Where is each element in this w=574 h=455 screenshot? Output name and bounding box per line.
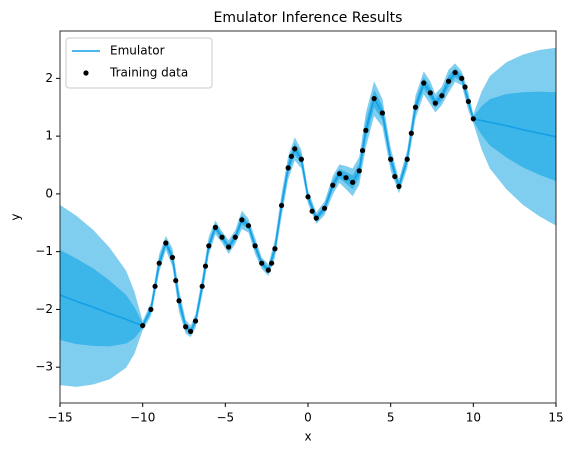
training-point bbox=[226, 244, 232, 250]
training-point bbox=[343, 175, 349, 181]
training-point bbox=[278, 202, 285, 209]
training-point bbox=[336, 171, 343, 177]
training-point bbox=[176, 298, 182, 304]
y-tick-label: 0 bbox=[45, 186, 53, 200]
training-point bbox=[396, 183, 402, 189]
training-point bbox=[239, 217, 245, 223]
legend-label: Training data bbox=[109, 66, 188, 80]
training-point bbox=[445, 78, 452, 84]
training-point bbox=[356, 168, 362, 174]
chart-title: Emulator Inference Results bbox=[214, 10, 403, 26]
y-tick-label: −1 bbox=[35, 244, 53, 258]
training-point bbox=[183, 324, 189, 330]
y-tick-label: −2 bbox=[35, 302, 53, 316]
training-point bbox=[252, 243, 258, 249]
training-point bbox=[459, 75, 465, 81]
training-point bbox=[212, 224, 219, 230]
training-point bbox=[421, 80, 427, 86]
training-point bbox=[462, 84, 468, 90]
training-point bbox=[269, 260, 275, 266]
y-axis-label: y bbox=[9, 213, 23, 220]
training-point bbox=[265, 267, 271, 273]
training-point bbox=[156, 260, 162, 266]
training-point bbox=[206, 243, 212, 249]
y-tick-label: −3 bbox=[35, 360, 53, 374]
y-tick-label: 1 bbox=[45, 129, 53, 143]
legend-label: Emulator bbox=[110, 44, 165, 58]
training-point bbox=[272, 246, 278, 252]
training-point bbox=[140, 322, 146, 329]
training-point bbox=[408, 130, 414, 136]
training-point bbox=[427, 90, 433, 96]
x-tick-label: 10 bbox=[466, 411, 481, 425]
training-point bbox=[152, 283, 158, 289]
x-tick-label: 5 bbox=[387, 411, 395, 425]
training-point bbox=[305, 194, 311, 200]
training-point bbox=[292, 146, 298, 152]
training-point bbox=[245, 223, 252, 229]
training-point bbox=[359, 147, 366, 154]
legend-marker bbox=[83, 70, 89, 76]
y-tick-label: 2 bbox=[45, 71, 53, 85]
training-point bbox=[379, 110, 385, 116]
x-tick-label: −5 bbox=[216, 411, 234, 425]
training-point bbox=[330, 182, 336, 188]
training-point bbox=[163, 240, 169, 246]
training-point bbox=[313, 215, 319, 221]
plot-area bbox=[60, 47, 556, 387]
training-point bbox=[199, 283, 205, 289]
x-tick-label: 15 bbox=[548, 411, 563, 425]
training-point bbox=[363, 127, 369, 133]
training-point bbox=[388, 156, 394, 162]
training-point bbox=[452, 69, 458, 76]
training-point bbox=[432, 100, 438, 106]
training-point bbox=[371, 95, 377, 102]
x-tick-label: −15 bbox=[47, 411, 72, 425]
training-point bbox=[188, 328, 194, 334]
training-point bbox=[470, 116, 476, 122]
training-point bbox=[298, 156, 304, 162]
training-point bbox=[173, 277, 179, 284]
training-point bbox=[350, 179, 356, 185]
training-point bbox=[392, 173, 398, 180]
x-axis-label: x bbox=[304, 430, 311, 444]
training-point bbox=[232, 234, 238, 240]
training-point bbox=[439, 93, 445, 99]
training-point bbox=[288, 153, 295, 159]
legend-box bbox=[65, 37, 213, 89]
training-point bbox=[412, 104, 419, 110]
training-point bbox=[259, 260, 265, 266]
training-point bbox=[285, 165, 291, 171]
training-point bbox=[309, 208, 315, 214]
confidence-band bbox=[60, 67, 556, 347]
training-point bbox=[148, 306, 154, 313]
confidence-band bbox=[60, 47, 556, 387]
training-point bbox=[169, 254, 176, 261]
x-tick-label: −10 bbox=[130, 411, 155, 425]
x-tick-label: 0 bbox=[304, 411, 312, 425]
training-point bbox=[465, 98, 471, 105]
training-point bbox=[321, 205, 328, 211]
training-point bbox=[192, 318, 199, 324]
training-point bbox=[404, 156, 410, 162]
training-point bbox=[202, 263, 209, 269]
training-point bbox=[219, 234, 225, 240]
